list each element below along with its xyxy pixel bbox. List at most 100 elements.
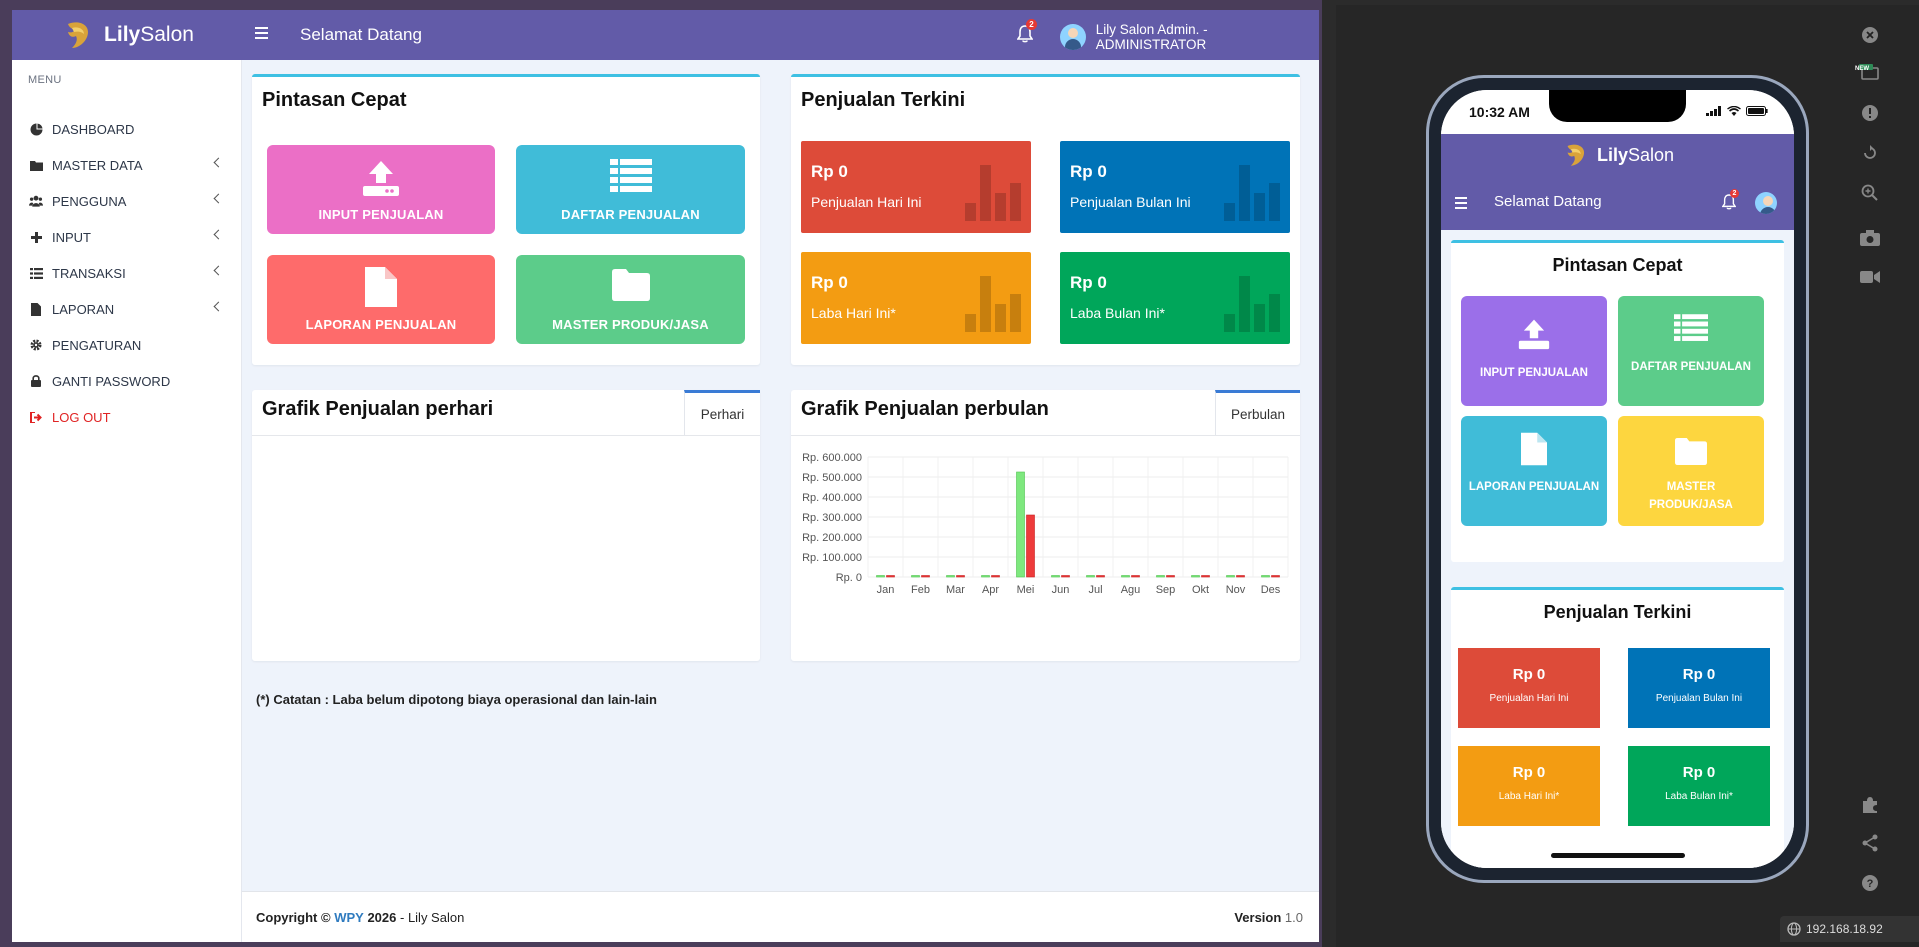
rotate-button[interactable] xyxy=(1850,138,1890,168)
x-tick-label: Okt xyxy=(1192,584,1209,596)
sidebar-item-laporan[interactable]: LAPORAN xyxy=(12,291,242,327)
puzzle-icon xyxy=(1863,797,1877,813)
chart-bar xyxy=(921,575,930,578)
y-tick-label: Rp. 400.000 xyxy=(802,492,862,504)
sidebar-heading: MENU xyxy=(28,74,62,86)
rotate-icon xyxy=(1864,145,1876,159)
phone-input-penjualan-tile[interactable]: INPUT PENJUALAN xyxy=(1461,296,1607,406)
notification-count-badge: 2 xyxy=(1730,189,1739,198)
user-menu[interactable]: Lily Salon Admin. - ADMINISTRATOR xyxy=(1060,22,1319,52)
stat-label: Laba Bulan Ini* xyxy=(1665,791,1733,802)
home-indicator xyxy=(1551,853,1685,858)
upload-icon xyxy=(363,161,399,196)
notification-bell-icon[interactable]: 2 xyxy=(1721,189,1739,215)
status-icons xyxy=(1706,106,1768,116)
avatar xyxy=(1060,24,1086,50)
sidebar-item-label: MASTER DATA xyxy=(52,157,143,173)
stat-value: Rp 0 xyxy=(1070,273,1107,292)
input-penjualan-tile[interactable]: INPUT PENJUALAN xyxy=(267,145,495,234)
phone-brand-logo[interactable]: LilySalon xyxy=(1441,141,1794,169)
tile-label: LAPORAN PENJUALAN xyxy=(305,317,457,332)
tile-label: DAFTAR PENJUALAN xyxy=(1631,361,1751,373)
close-emulator-button[interactable] xyxy=(1850,20,1890,50)
stat-label: Laba Hari Ini* xyxy=(1498,791,1560,802)
bar-chart-icon xyxy=(1224,165,1280,221)
device-mode-button[interactable]: NEW xyxy=(1850,58,1890,88)
brand-logo[interactable]: LilySalon xyxy=(12,10,242,60)
sidebar-item-label: PENGATURAN xyxy=(52,337,142,353)
video-icon xyxy=(1860,271,1880,283)
footer: Copyright © WPY 2026 - Lily Salon Versio… xyxy=(242,891,1319,942)
record-button[interactable] xyxy=(1850,262,1890,292)
tile-label: INPUT PENJUALAN xyxy=(1480,367,1588,379)
chart-bar xyxy=(911,575,920,578)
zoom-button[interactable] xyxy=(1850,178,1890,208)
chevron-left-icon xyxy=(213,193,224,204)
monthly-chart-card: Grafik Penjualan perbulan Perbulan Rp. 6… xyxy=(791,390,1300,661)
sidebar-item-master-data[interactable]: MASTER DATA xyxy=(12,147,242,183)
phone-daftar-penjualan-tile[interactable]: DAFTAR PENJUALAN xyxy=(1618,296,1764,406)
sidebar-item-label: INPUT xyxy=(52,229,91,245)
plus-icon xyxy=(29,230,43,244)
chart-bar xyxy=(1131,575,1140,578)
folder-icon xyxy=(29,158,43,172)
sidebar-item-dashboard[interactable]: DASHBOARD xyxy=(12,111,242,147)
share-button[interactable] xyxy=(1850,828,1890,858)
phone-master-produk-jasa-tile[interactable]: MASTER PRODUK/JASA xyxy=(1618,416,1764,526)
folder-icon xyxy=(1675,438,1707,465)
sidebar-item-logout[interactable]: LOG OUT xyxy=(12,399,242,435)
master-produk-jasa-tile[interactable]: MASTER PRODUK/JASA xyxy=(516,255,745,344)
stat-value: Rp 0 xyxy=(1512,666,1546,683)
phone-recent-sales-title: Penjualan Terkini xyxy=(1543,602,1692,622)
chart-bar xyxy=(1016,471,1025,578)
sidebar-item-input[interactable]: INPUT xyxy=(12,219,242,255)
chart-bar xyxy=(1096,575,1105,578)
brand-name-bold: Lily xyxy=(104,23,141,46)
x-tick-label: Jan xyxy=(877,584,895,596)
sidebar-item-pengguna[interactable]: PENGGUNA xyxy=(12,183,242,219)
stat-value: Rp 0 xyxy=(1070,162,1107,181)
recent-sales-card: Penjualan Terkini Rp 0 Penjualan Hari In… xyxy=(791,74,1300,365)
company-link[interactable]: WPY xyxy=(334,910,364,925)
phone-stat-penjualan-bulan-ini: Rp 0 Penjualan Bulan Ini xyxy=(1628,648,1770,728)
tab-perbulan[interactable]: Perbulan xyxy=(1215,390,1300,435)
stat-label: Laba Hari Ini* xyxy=(811,305,896,321)
y-tick-label: Rp. 600.000 xyxy=(802,452,862,464)
chevron-left-icon xyxy=(213,157,224,168)
signal-icon xyxy=(1706,106,1721,116)
lion-logo-icon xyxy=(68,22,89,48)
stat-value: Rp 0 xyxy=(811,273,848,292)
chart-bar xyxy=(1121,575,1130,578)
device-emulator-panel: 10:32 AM LilySalon Selamat Datang 2 xyxy=(1336,5,1919,947)
hamburger-menu-icon[interactable] xyxy=(255,24,277,44)
phone-laporan-penjualan-tile[interactable]: LAPORAN PENJUALAN xyxy=(1461,416,1607,526)
sidebar-item-ganti-password[interactable]: GANTI PASSWORD xyxy=(12,363,242,399)
info-button[interactable] xyxy=(1850,98,1890,128)
help-icon: ? xyxy=(1862,875,1878,891)
sidebar-item-transaksi[interactable]: TRANSAKSI xyxy=(12,255,242,291)
daftar-penjualan-tile[interactable]: DAFTAR PENJUALAN xyxy=(516,145,745,234)
notification-bell-icon[interactable]: 2 xyxy=(1016,19,1037,45)
sidebar-item-label: PENGGUNA xyxy=(52,193,127,209)
device-ip-address: 192.168.18.92 xyxy=(1806,922,1883,936)
admin-dashboard: LilySalon Selamat Datang 2 Lily Salon Ad… xyxy=(12,10,1319,942)
screenshot-button[interactable] xyxy=(1850,223,1890,253)
extensions-button[interactable] xyxy=(1850,790,1890,820)
network-address-bar[interactable]: 192.168.18.92 xyxy=(1780,916,1919,942)
x-tick-label: Mei xyxy=(1017,584,1035,596)
help-button[interactable]: ? xyxy=(1850,868,1890,898)
laporan-penjualan-tile[interactable]: LAPORAN PENJUALAN xyxy=(267,255,495,344)
tab-perhari[interactable]: Perhari xyxy=(684,390,760,435)
users-icon xyxy=(29,194,43,208)
hamburger-menu-icon[interactable] xyxy=(1455,197,1467,212)
stat-value: Rp 0 xyxy=(811,162,848,181)
wifi-icon xyxy=(1727,106,1741,116)
phone-stat-laba-hari-ini: Rp 0 Laba Hari Ini* xyxy=(1458,746,1600,826)
avatar[interactable] xyxy=(1755,192,1777,214)
sidebar-item-pengaturan[interactable]: PENGATURAN xyxy=(12,327,242,363)
x-tick-label: Jun xyxy=(1052,584,1070,596)
chart-bar xyxy=(1026,514,1035,578)
version-label: Version xyxy=(1234,910,1282,925)
user-name: Lily Salon Admin. - ADMINISTRATOR xyxy=(1095,22,1208,52)
stat-label: Penjualan Hari Ini xyxy=(811,194,922,210)
